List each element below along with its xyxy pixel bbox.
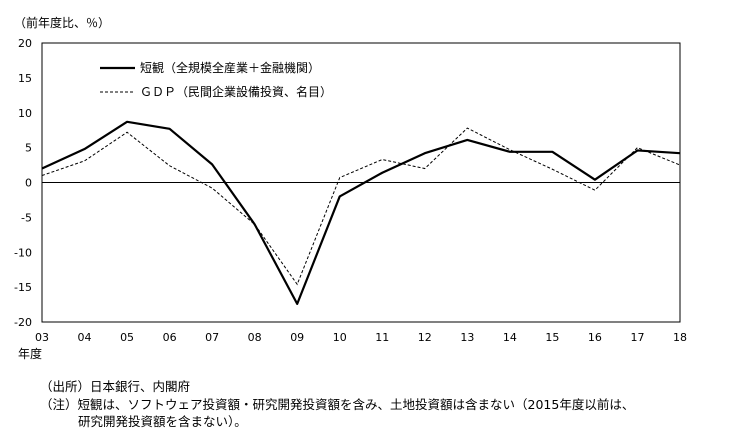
legend: 短観（全規模全産業＋金融機関） ＧＤＰ（民間企業設備投資、名目） <box>100 60 332 99</box>
axes <box>41 42 681 323</box>
x-tick-label: 10 <box>333 331 347 344</box>
y-tick-label: 5 <box>25 142 32 155</box>
legend-label-2: ＧＤＰ（民間企業設備投資、名目） <box>140 84 332 99</box>
y-tick-label: 0 <box>25 177 32 190</box>
x-axis-unit-label: 年度 <box>18 346 42 361</box>
y-tick-label: -10 <box>14 246 32 259</box>
x-tick-label: 07 <box>205 331 219 344</box>
series-layer <box>41 120 681 305</box>
x-tick-label: 11 <box>375 331 389 344</box>
x-tick-label: 16 <box>588 331 602 344</box>
y-axis-unit-label: （前年度比、％） <box>14 15 110 30</box>
y-tick-label: 20 <box>18 37 32 50</box>
y-tick-label: -5 <box>21 211 32 224</box>
y-tick-label: 10 <box>18 107 32 120</box>
notes: （出所）日本銀行、内閣府 （注）短観は、ソフトウェア投資額・研究開発投資額を含み… <box>40 378 634 431</box>
source-note: （出所）日本銀行、内閣府 <box>40 379 191 394</box>
footnote-line-2: 研究開発投資額を含まない）。 <box>78 414 247 429</box>
x-tick-label: 09 <box>290 331 304 344</box>
series-line-2 <box>41 127 681 286</box>
footnote-line-1: （注）短観は、ソフトウェア投資額・研究開発投資額を含み、土地投資額は含まない（2… <box>40 396 635 412</box>
x-tick-label: 03 <box>35 331 49 344</box>
x-tick-label: 04 <box>78 331 92 344</box>
x-tick-label: 14 <box>503 331 517 344</box>
x-tick-label: 05 <box>120 331 134 344</box>
y-tick-label: -15 <box>14 281 32 294</box>
x-tick-label: 08 <box>248 331 262 344</box>
x-tick-label: 12 <box>418 331 432 344</box>
x-tick-label: 13 <box>460 331 474 344</box>
x-tick-label: 18 <box>673 331 687 344</box>
y-tick-label: 15 <box>18 72 32 85</box>
y-tick-label: -20 <box>14 316 32 329</box>
series-line-1 <box>41 120 681 305</box>
x-tick-label: 06 <box>163 331 177 344</box>
x-tick-label: 15 <box>545 331 559 344</box>
legend-label-1: 短観（全規模全産業＋金融機関） <box>140 60 320 75</box>
x-tick-label: 17 <box>630 331 644 344</box>
